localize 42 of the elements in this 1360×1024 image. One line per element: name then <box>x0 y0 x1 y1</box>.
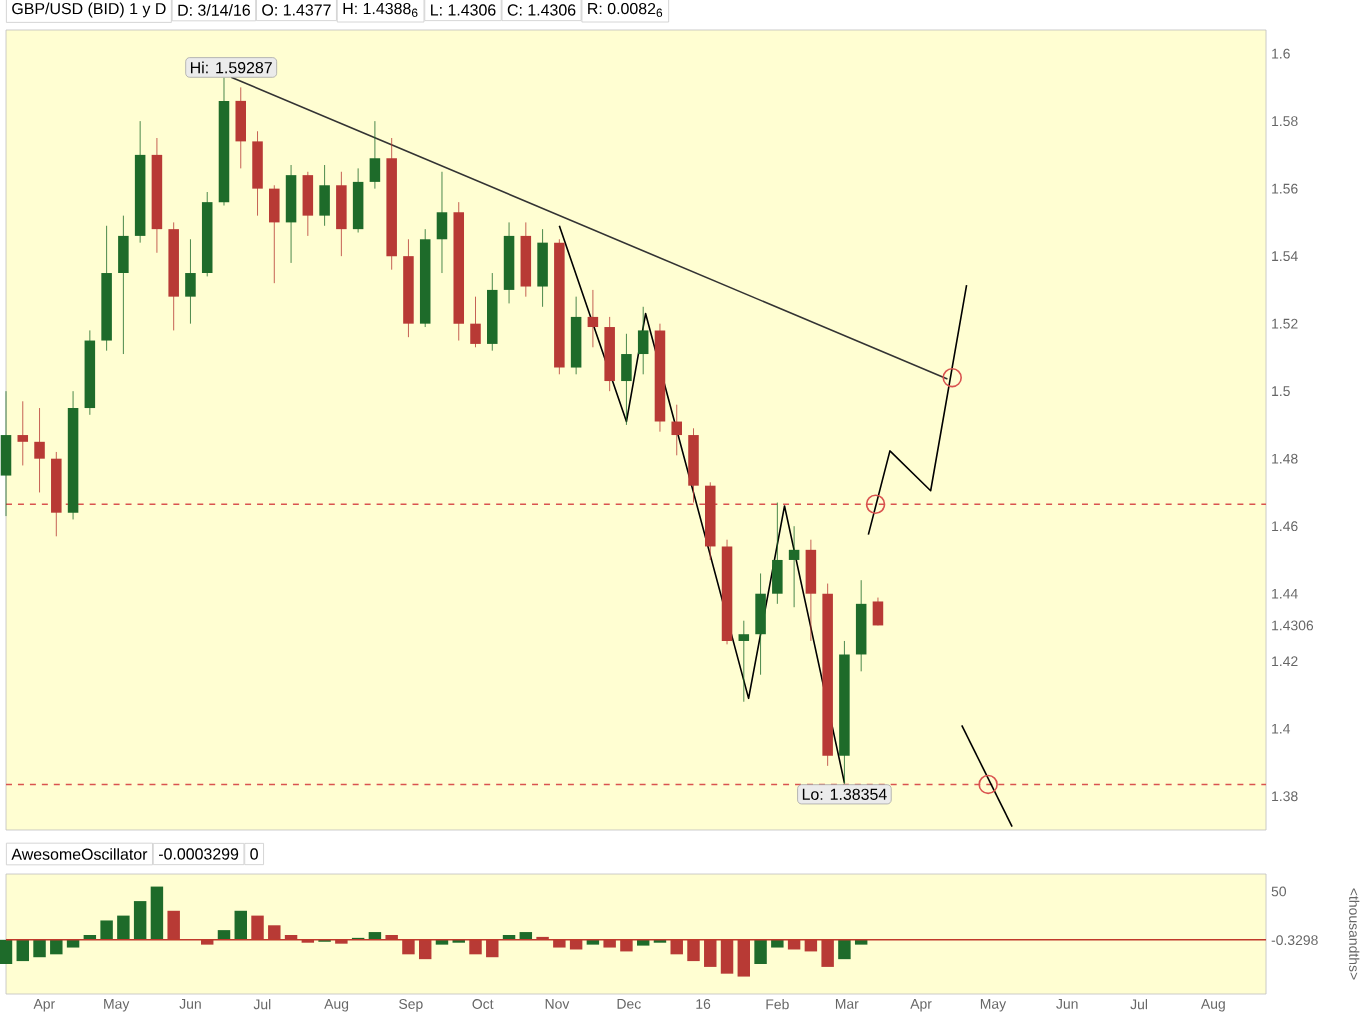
bar <box>33 939 46 958</box>
candlestick <box>872 597 884 626</box>
bar <box>16 939 29 962</box>
candlestick <box>436 171 448 274</box>
bar <box>117 915 130 940</box>
point <box>865 494 886 515</box>
bar <box>133 901 147 940</box>
bar <box>100 920 113 940</box>
candlestick <box>336 171 347 257</box>
candlestick <box>805 539 817 642</box>
candlestick <box>772 502 783 605</box>
candlestick <box>537 228 548 308</box>
candlestick <box>352 167 364 233</box>
candlestick <box>319 164 330 227</box>
candlestick <box>302 171 314 237</box>
candlestick <box>17 400 29 466</box>
bar <box>754 939 767 964</box>
point <box>942 367 962 388</box>
candlestick <box>185 238 196 325</box>
bar <box>50 939 63 955</box>
candlestick <box>671 404 682 456</box>
candlestick <box>587 289 599 348</box>
candlestick <box>470 296 481 348</box>
candlestick <box>269 184 280 284</box>
candlestick <box>0 390 12 517</box>
bar <box>234 910 247 940</box>
candlestick <box>621 333 632 426</box>
candlestick <box>788 525 800 608</box>
candlestick <box>637 306 649 375</box>
line-series <box>867 284 968 536</box>
candlestick <box>755 573 766 676</box>
candlestick <box>235 86 247 169</box>
candlestick <box>285 164 297 264</box>
point <box>978 774 998 795</box>
bar <box>150 886 164 940</box>
candlestick <box>738 620 750 703</box>
candlestick <box>252 130 263 217</box>
bar <box>0 939 13 964</box>
candlestick <box>369 120 381 190</box>
candlestick <box>34 407 45 493</box>
bar <box>838 939 851 960</box>
candlestick <box>118 215 129 355</box>
